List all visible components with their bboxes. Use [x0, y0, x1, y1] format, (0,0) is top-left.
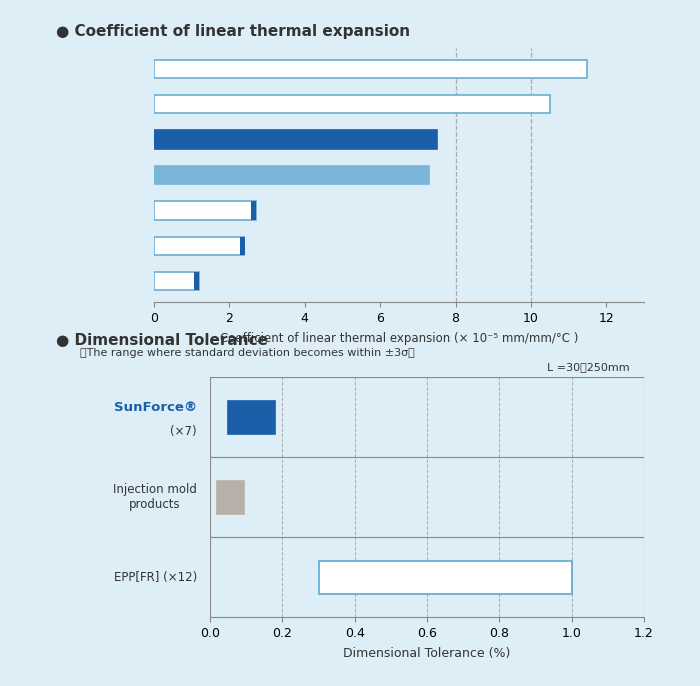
Bar — [154, 237, 244, 255]
Text: L =30～250mm: L =30～250mm — [547, 362, 630, 372]
X-axis label: Coefficient of linear thermal expansion (× 10⁻⁵ mm/mm/°C ): Coefficient of linear thermal expansion … — [220, 331, 578, 344]
Bar — [217, 480, 244, 514]
Text: （The range where standard deviation becomes within ±3σ）: （The range where standard deviation beco… — [80, 348, 415, 359]
Bar — [154, 130, 437, 149]
Bar — [228, 401, 275, 434]
Bar — [251, 201, 256, 220]
Bar — [240, 237, 245, 255]
Bar — [318, 560, 572, 594]
Text: (×7): (×7) — [170, 425, 197, 438]
Bar — [154, 95, 550, 113]
Bar — [154, 60, 587, 78]
Bar — [154, 166, 429, 184]
Text: SunForce®: SunForce® — [113, 401, 197, 414]
Bar — [154, 201, 256, 220]
Bar — [194, 272, 199, 290]
Text: ● Dimensional Tolerance: ● Dimensional Tolerance — [56, 333, 268, 348]
Text: ● Coefficient of linear thermal expansion: ● Coefficient of linear thermal expansio… — [56, 24, 410, 39]
Text: Injection mold
products: Injection mold products — [113, 484, 197, 511]
Bar — [154, 272, 199, 290]
Text: EPP[FR] (×12): EPP[FR] (×12) — [113, 571, 197, 584]
X-axis label: Dimensional Tolerance (%): Dimensional Tolerance (%) — [343, 647, 511, 660]
